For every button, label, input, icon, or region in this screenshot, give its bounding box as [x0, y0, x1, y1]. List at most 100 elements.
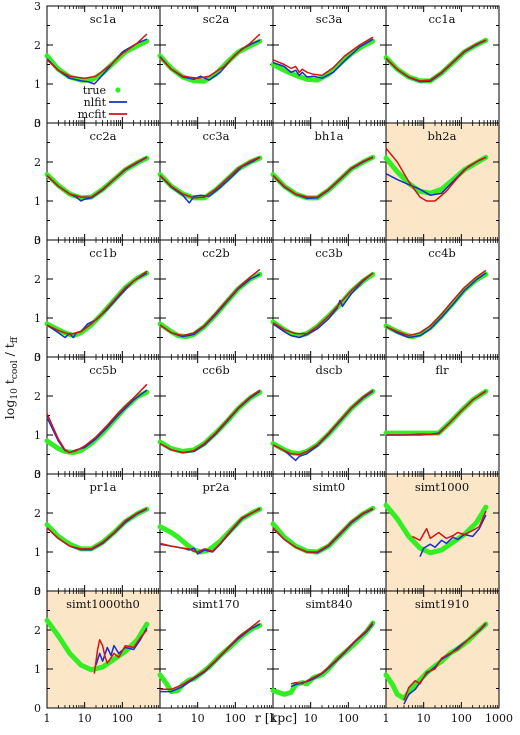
- series-mcfit: [403, 622, 487, 701]
- panel-sc2a: sc2a: [157, 5, 274, 124]
- panel-frame: [385, 5, 500, 124]
- series-mcfit: [272, 272, 374, 335]
- series-mcfit: [46, 383, 148, 454]
- x-tick-label: 100: [451, 712, 472, 725]
- panel-cc1a: cc1a: [383, 5, 500, 124]
- y-label-t1: t: [2, 379, 17, 384]
- y-tick-label: 3: [34, 117, 41, 130]
- series-mcfit: [290, 621, 374, 685]
- panel-cc2a: cc2a 0 1 2 3: [34, 117, 161, 247]
- y-tick-label: 1: [34, 546, 41, 559]
- y-tick-label: 3: [34, 585, 41, 598]
- panel-label: simt1000: [415, 480, 469, 494]
- series-mcfit: [272, 36, 374, 77]
- panel-label: cc2b: [202, 246, 230, 260]
- panel-simt170: simt170 1 10 100: [157, 590, 274, 725]
- panel-label: simt0: [313, 480, 345, 494]
- panel-frame: [385, 590, 500, 709]
- legend-label-true: true: [83, 84, 106, 97]
- panel-bh2a: bh2a: [383, 122, 500, 241]
- y-label-sub1: 10: [10, 388, 20, 400]
- panel-label: bh1a: [315, 129, 344, 143]
- series-nlfit: [272, 38, 374, 79]
- panel-cc2b: cc2b: [157, 239, 274, 358]
- panel-pr1a: pr1a 0 1 2 3: [34, 468, 161, 598]
- y-tick-label: 3: [34, 0, 41, 13]
- panel-label: sc1a: [90, 12, 117, 26]
- legend-label-mcfit: mcfit: [78, 108, 107, 121]
- y-tick-label: 1: [34, 429, 41, 442]
- panel-frame: [272, 122, 387, 241]
- panel-label: flr: [435, 363, 449, 377]
- panel-frame: [272, 5, 387, 124]
- panel-label: cc3a: [202, 129, 229, 143]
- panel-label: cc4b: [428, 246, 456, 260]
- x-tick-label: 100: [112, 712, 133, 725]
- series-true: [383, 502, 489, 556]
- y-tick-label: 0: [34, 117, 41, 130]
- panel-label: dscb: [315, 363, 342, 377]
- series-nlfit: [95, 627, 148, 666]
- y-tick-label: 1: [34, 312, 41, 325]
- series-nlfit: [272, 272, 374, 339]
- y-label-log: log: [2, 400, 17, 420]
- series-mcfit: [272, 389, 374, 456]
- panel-frame: [46, 473, 161, 592]
- y-tick-label: 2: [34, 273, 41, 286]
- panel-label: cc1a: [428, 12, 455, 26]
- panel-pr2a: pr2a: [157, 473, 274, 592]
- y-axis-label: log10 tcool / tff: [2, 336, 20, 419]
- series-nlfit: [419, 514, 487, 557]
- legend-marker-true: [115, 87, 121, 93]
- panel-simt1000: simt1000: [383, 473, 500, 592]
- panel-frame: [159, 473, 274, 592]
- panel-bh1a: bh1a: [270, 122, 387, 241]
- panel-frame: [385, 239, 500, 358]
- y-tick-label: 1: [34, 78, 41, 91]
- series-mcfit: [272, 507, 374, 553]
- panel-frame: [46, 5, 161, 124]
- panel-cc3b: cc3b: [270, 239, 387, 358]
- panel-label: cc1b: [89, 246, 117, 260]
- panel-label: pr1a: [89, 480, 116, 494]
- y-tick-label: 0: [34, 234, 41, 247]
- y-tick-label: 3: [34, 351, 41, 364]
- series-nlfit: [385, 272, 487, 339]
- y-tick-label: 1: [34, 195, 41, 208]
- panel-cc5b: cc5b 0 1 2 3: [34, 351, 161, 481]
- y-tick-label: 2: [34, 624, 41, 637]
- panel-dscb: dscb: [270, 356, 387, 475]
- panel-label: simt840: [305, 597, 352, 611]
- panel-label: cc5b: [89, 363, 117, 377]
- x-tick-label: 1000: [485, 712, 513, 725]
- x-tick-label: 10: [417, 712, 431, 725]
- tick-marks: [385, 5, 500, 124]
- series-true: [44, 617, 150, 673]
- x-tick-label: 1: [270, 712, 277, 725]
- series-mcfit: [160, 619, 261, 691]
- series-mcfit: [159, 156, 261, 199]
- y-tick-label: 2: [34, 39, 41, 52]
- y-tick-label: 0: [34, 468, 41, 481]
- y-tick-label: 3: [34, 468, 41, 481]
- series-mcfit: [46, 507, 148, 550]
- series-mcfit: [385, 147, 487, 202]
- y-label-slash: / t: [2, 343, 17, 360]
- x-tick-label: 100: [225, 712, 246, 725]
- y-tick-label: 2: [34, 156, 41, 169]
- tick-marks: [272, 590, 387, 709]
- series-mcfit: [159, 33, 261, 79]
- panel-simt840: simt840 1 10 100: [270, 590, 387, 725]
- panel-cc3a: cc3a: [157, 122, 274, 241]
- y-label-sub3: ff: [10, 336, 20, 343]
- y-tick-label: 0: [34, 585, 41, 598]
- panel-label: pr2a: [202, 480, 229, 494]
- panel-sc3a: sc3a: [270, 5, 387, 124]
- panel-frame: [272, 239, 387, 358]
- series-mcfit: [385, 39, 487, 82]
- panel-label: simt1000th0: [66, 597, 140, 611]
- series-mcfit: [272, 156, 374, 198]
